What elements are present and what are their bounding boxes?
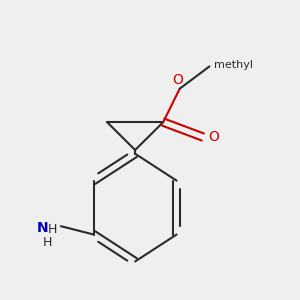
Text: H: H (43, 236, 52, 249)
Text: N: N (37, 221, 49, 235)
Text: H: H (48, 224, 57, 236)
Text: O: O (172, 73, 184, 87)
Text: methyl: methyl (214, 59, 254, 70)
Text: O: O (208, 130, 219, 144)
